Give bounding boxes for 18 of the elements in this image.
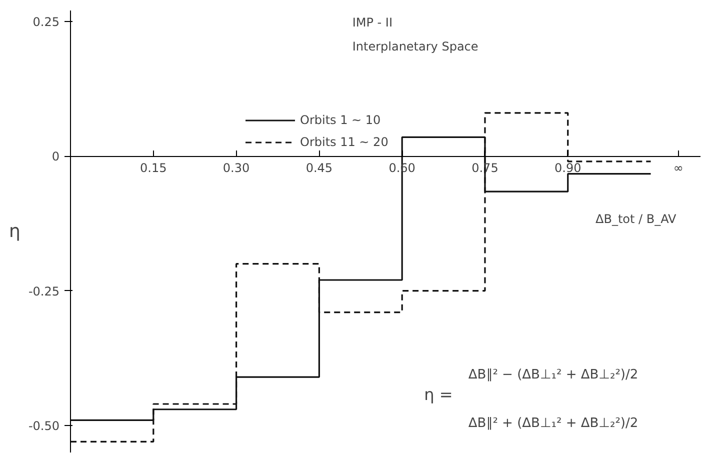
x-tick-label: 0.45 — [306, 161, 333, 176]
legend-label: Orbits 11 ~ 20 — [300, 135, 388, 149]
x-tick-label: 0.90 — [554, 161, 582, 176]
y-tick-label: 0.25 — [32, 14, 60, 29]
annotation: η = — [424, 384, 453, 404]
text: Interplanetary Space — [352, 40, 478, 54]
x-axis-title: ΔB_tot / B_AV — [596, 212, 678, 226]
x-tick-label: 0.15 — [140, 161, 167, 176]
x-tick-label: 0.30 — [222, 161, 250, 176]
annotation: ΔB∥² + (ΔB⊥₁² + ΔB⊥₂²)/2 — [468, 416, 638, 431]
annotation: ΔB∥² − (ΔB⊥₁² + ΔB⊥₂²)/2 — [468, 367, 638, 382]
y-axis-title: η — [9, 221, 20, 242]
y-tick-label: 0 — [52, 150, 60, 164]
chart-title: IMP - II — [352, 15, 393, 30]
legend-label: Orbits 1 ~ 10 — [300, 113, 381, 127]
y-tick-label: -0.50 — [28, 419, 60, 434]
x-tick-label: ∞ — [673, 161, 684, 176]
y-tick-label: -0.25 — [28, 284, 60, 298]
